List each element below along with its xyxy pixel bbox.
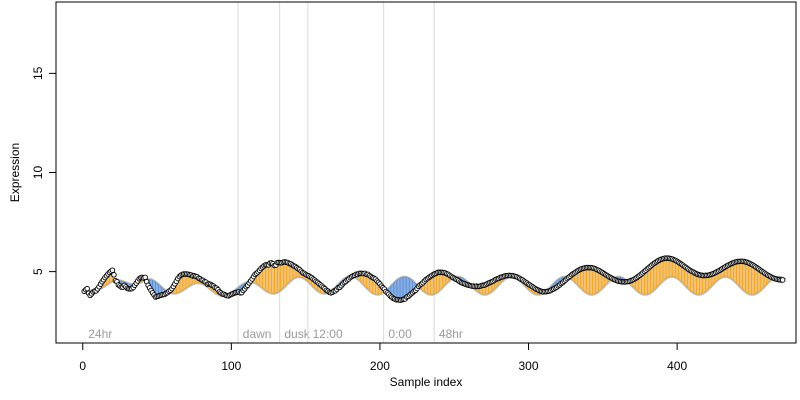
x-tick-label: 200 [370, 359, 390, 373]
section-label: 48hr [439, 327, 463, 341]
x-tick-label: 400 [667, 359, 687, 373]
y-tick-label: 10 [31, 166, 45, 180]
section-label: 0:00 [388, 327, 412, 341]
x-axis-title: Sample index [390, 375, 463, 389]
data-point [779, 277, 786, 283]
data-point [142, 274, 148, 281]
section-label: dawn [243, 327, 272, 341]
data-point [109, 267, 116, 273]
y-axis: 5 10 15 [31, 66, 57, 275]
section-label: 12:00 [313, 327, 343, 341]
data-points-layer [81, 255, 786, 303]
section-label: dusk [284, 327, 310, 341]
y-tick-label: 15 [31, 66, 45, 80]
section-label: 24hr [88, 327, 112, 341]
y-axis-title: Expression [8, 143, 22, 202]
data-point [111, 272, 117, 278]
x-tick-label: 0 [79, 359, 86, 373]
x-axis: 0 100 200 300 400 [79, 342, 687, 373]
x-tick-label: 100 [221, 359, 241, 373]
y-tick-label: 5 [31, 268, 45, 275]
x-tick-label: 300 [519, 359, 539, 373]
data-point [84, 285, 90, 292]
